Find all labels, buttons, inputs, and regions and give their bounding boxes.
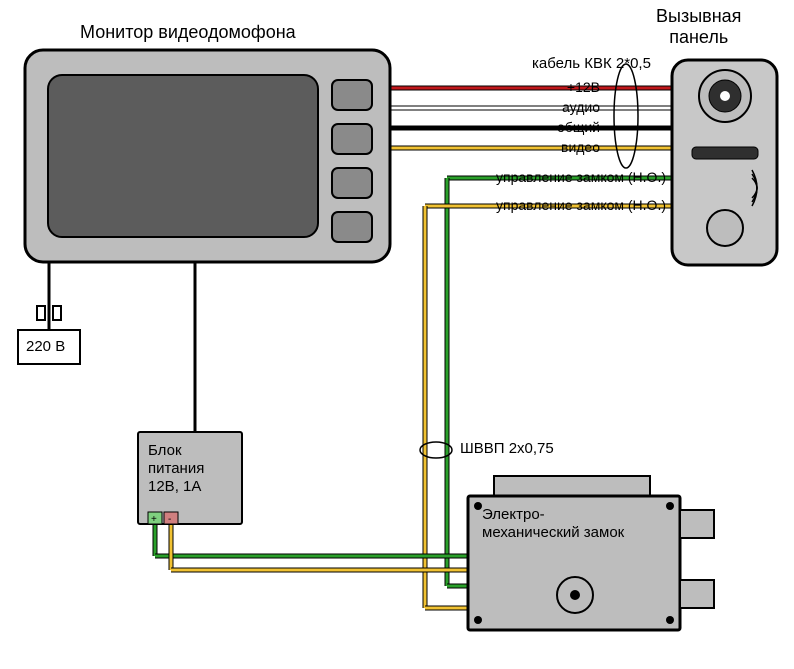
psu-line2: питания	[148, 460, 204, 477]
psu-line3: 12В, 1А	[148, 478, 201, 495]
lock-line1: Электро-	[482, 506, 545, 523]
panel-title: Вызывная панель	[656, 6, 741, 48]
wire-video-label: видео	[561, 139, 600, 155]
wire-audio-label: аудио	[562, 99, 600, 115]
wire-common-label: общий	[557, 119, 600, 135]
wire-12v-label: +12В	[567, 79, 600, 95]
svg-text:+: +	[151, 514, 157, 525]
cable-shvvp-label: ШВВП 2х0,75	[460, 440, 554, 457]
wire-lock-b-label: управление замком (Н.О.)	[496, 197, 666, 213]
lock-line2: механический замок	[482, 524, 624, 541]
voltage-label: 220 В	[26, 338, 65, 355]
monitor-title: Монитор видеодомофона	[80, 22, 296, 43]
cable-kvk-label: кабель КВК 2*0,5	[532, 55, 651, 72]
psu-line1: Блок	[148, 442, 182, 459]
svg-text:-: -	[168, 514, 171, 525]
wire-lock-a-label: управление замком (Н.О.)	[496, 169, 666, 185]
